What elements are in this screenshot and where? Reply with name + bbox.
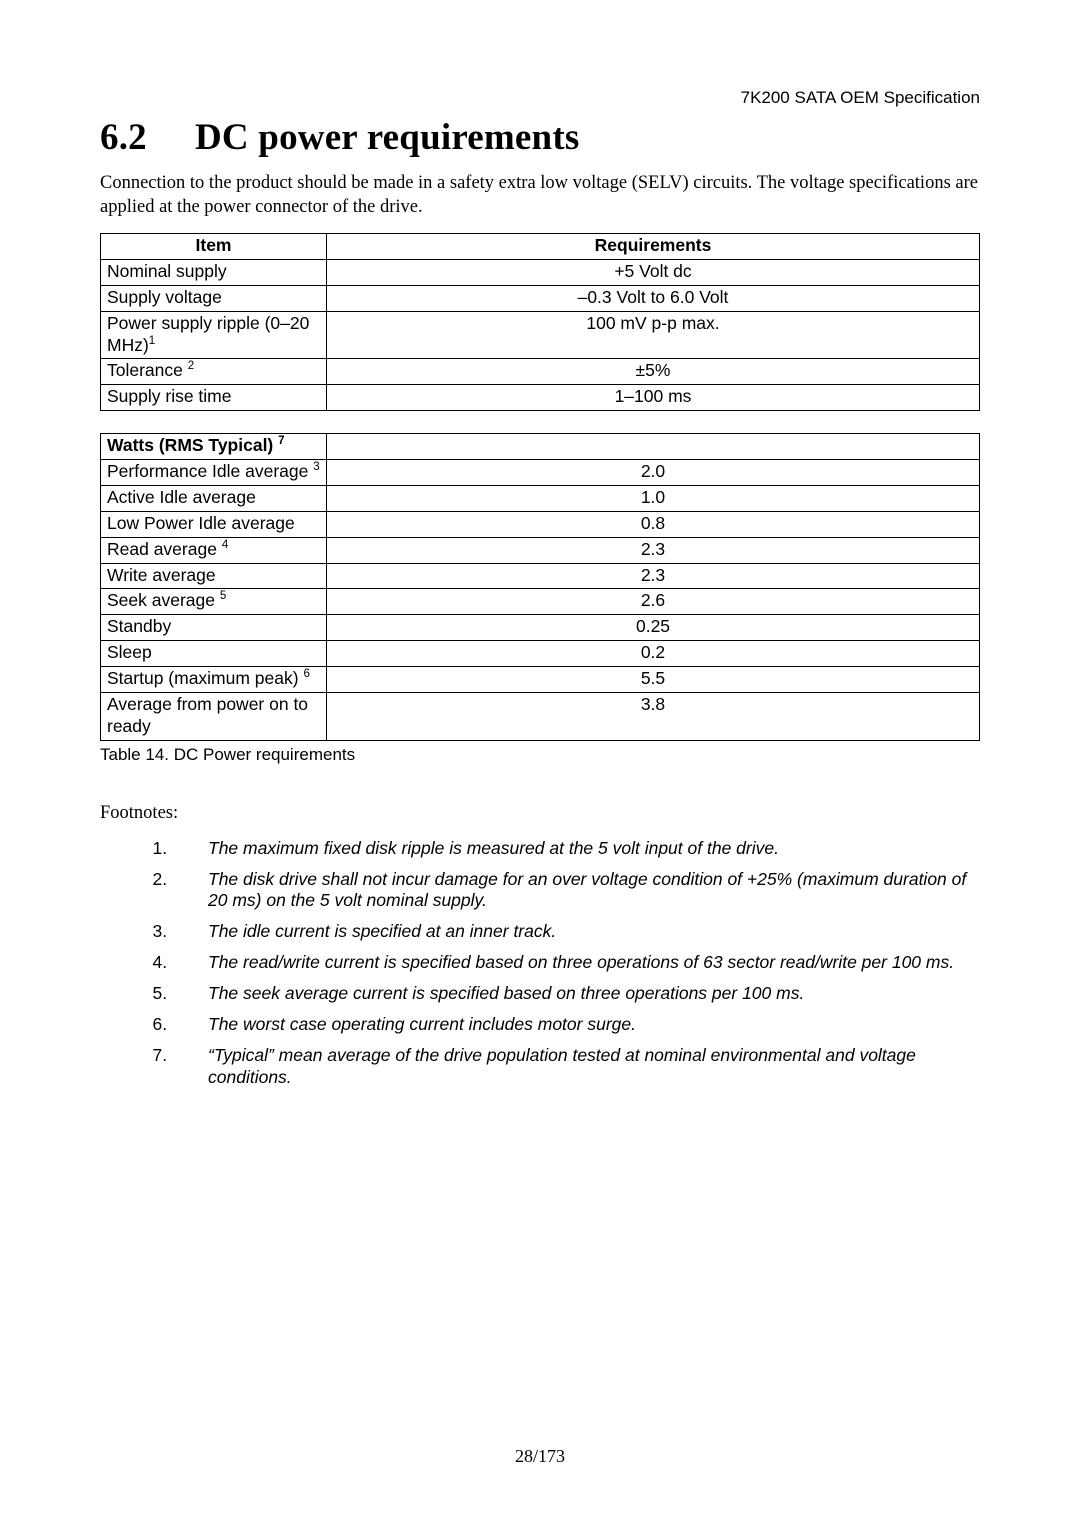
table-row: Startup (maximum peak) 65.5 <box>101 667 980 693</box>
table-row: Write average 2.3 <box>101 563 980 589</box>
header-spec-name: 7K200 SATA OEM Specification <box>100 88 980 108</box>
table2-header-item: Watts (RMS Typical) 7 <box>101 434 327 460</box>
table-row: Power supply ripple (0–20 MHz)1100 mV p-… <box>101 311 980 359</box>
table-row: Active Idle average 1.0 <box>101 485 980 511</box>
table-cell-item: Power supply ripple (0–20 MHz)1 <box>101 311 327 359</box>
table-header-req: Requirements <box>327 234 980 260</box>
table-row: Nominal supply +5 Volt dc <box>101 259 980 285</box>
item-label: Power supply ripple (0–20 MHz) <box>107 313 309 355</box>
item-label: Startup (maximum peak) <box>107 668 303 688</box>
table-cell-item: Standby <box>101 615 327 641</box>
table-cell-item: Startup (maximum peak) 6 <box>101 667 327 693</box>
item-label: Write average <box>107 565 216 585</box>
table2-header-req <box>327 434 980 460</box>
footnote-item: The idle current is specified at an inne… <box>172 921 980 943</box>
table-cell-value: 0.2 <box>327 641 980 667</box>
table-cell-value: 0.25 <box>327 615 980 641</box>
table-caption: Table 14. DC Power requirements <box>100 745 980 765</box>
table-row: Read average 42.3 <box>101 537 980 563</box>
table-cell-item: Supply rise time <box>101 385 327 411</box>
footnote-item: “Typical” mean average of the drive popu… <box>172 1045 980 1089</box>
table-row: Low Power Idle average 0.8 <box>101 511 980 537</box>
table-row: Seek average 52.6 <box>101 589 980 615</box>
item-label: Seek average <box>107 590 220 610</box>
item-label: Tolerance <box>107 360 188 380</box>
table-cell-item: Performance Idle average 3 <box>101 460 327 486</box>
table-cell-value: 2.3 <box>327 563 980 589</box>
item-label: Nominal supply <box>107 261 227 281</box>
footnote-ref: 3 <box>313 461 319 473</box>
table-cell-item: Average from power on to ready <box>101 692 327 740</box>
item-label: Standby <box>107 616 171 636</box>
footnote-ref: 1 <box>149 335 155 347</box>
item-label: Average from power on to ready <box>107 694 308 736</box>
footnote-item: The maximum fixed disk ripple is measure… <box>172 838 980 860</box>
table-cell-item: Supply voltage <box>101 285 327 311</box>
table-row: Tolerance 2±5% <box>101 359 980 385</box>
table-cell-item: Low Power Idle average <box>101 511 327 537</box>
item-label: Read average <box>107 539 222 559</box>
footnote-item: The disk drive shall not incur damage fo… <box>172 869 980 913</box>
item-label: Active Idle average <box>107 487 256 507</box>
footnotes-list: The maximum fixed disk ripple is measure… <box>100 838 980 1089</box>
table-row: Supply voltage –0.3 Volt to 6.0 Volt <box>101 285 980 311</box>
page-number: 28/173 <box>0 1446 1080 1467</box>
footnote-ref: 2 <box>188 361 194 373</box>
table2-header-label: Watts (RMS Typical) <box>107 435 278 455</box>
footnote-item: The worst case operating current include… <box>172 1014 980 1036</box>
table-row: Performance Idle average 32.0 <box>101 460 980 486</box>
item-label: Supply voltage <box>107 287 222 307</box>
footnotes-label: Footnotes: <box>100 803 980 824</box>
table-cell-item: Write average <box>101 563 327 589</box>
item-label: Performance Idle average <box>107 461 313 481</box>
table-cell-value: 5.5 <box>327 667 980 693</box>
table-cell-value: 3.8 <box>327 692 980 740</box>
item-label: Sleep <box>107 642 152 662</box>
table-cell-item: Sleep <box>101 641 327 667</box>
table-cell-value: ±5% <box>327 359 980 385</box>
table-header-item: Item <box>101 234 327 260</box>
table-cell-item: Nominal supply <box>101 259 327 285</box>
table-cell-value: 100 mV p-p max. <box>327 311 980 359</box>
table-cell-item: Read average 4 <box>101 537 327 563</box>
section-heading: 6.2DC power requirements <box>100 116 980 159</box>
footnote-ref: 5 <box>220 591 226 603</box>
section-intro: Connection to the product should be made… <box>100 171 980 219</box>
table-cell-value: +5 Volt dc <box>327 259 980 285</box>
table-row: Supply rise time 1–100 ms <box>101 385 980 411</box>
footnote-item: The seek average current is specified ba… <box>172 983 980 1005</box>
table-cell-item: Tolerance 2 <box>101 359 327 385</box>
table-row: Average from power on to ready 3.8 <box>101 692 980 740</box>
table-cell-item: Active Idle average <box>101 485 327 511</box>
requirements-table: Item Requirements Nominal supply +5 Volt … <box>100 233 980 411</box>
table-cell-value: –0.3 Volt to 6.0 Volt <box>327 285 980 311</box>
footnote-ref: 4 <box>222 539 228 551</box>
table-row: Standby 0.25 <box>101 615 980 641</box>
table-cell-item: Seek average 5 <box>101 589 327 615</box>
table-cell-value: 2.0 <box>327 460 980 486</box>
section-number: 6.2 <box>100 116 195 159</box>
item-label: Supply rise time <box>107 386 232 406</box>
table-cell-value: 1–100 ms <box>327 385 980 411</box>
watts-table: Watts (RMS Typical) 7 Performance Idle a… <box>100 433 980 741</box>
table-row: Sleep 0.2 <box>101 641 980 667</box>
table-cell-value: 0.8 <box>327 511 980 537</box>
table-cell-value: 1.0 <box>327 485 980 511</box>
section-title-text: DC power requirements <box>195 117 579 158</box>
footnote-item: The read/write current is specified base… <box>172 952 980 974</box>
item-label: Low Power Idle average <box>107 513 295 533</box>
table-cell-value: 2.6 <box>327 589 980 615</box>
footnote-ref: 6 <box>303 668 309 680</box>
table2-header-sup: 7 <box>278 435 284 447</box>
table-cell-value: 2.3 <box>327 537 980 563</box>
